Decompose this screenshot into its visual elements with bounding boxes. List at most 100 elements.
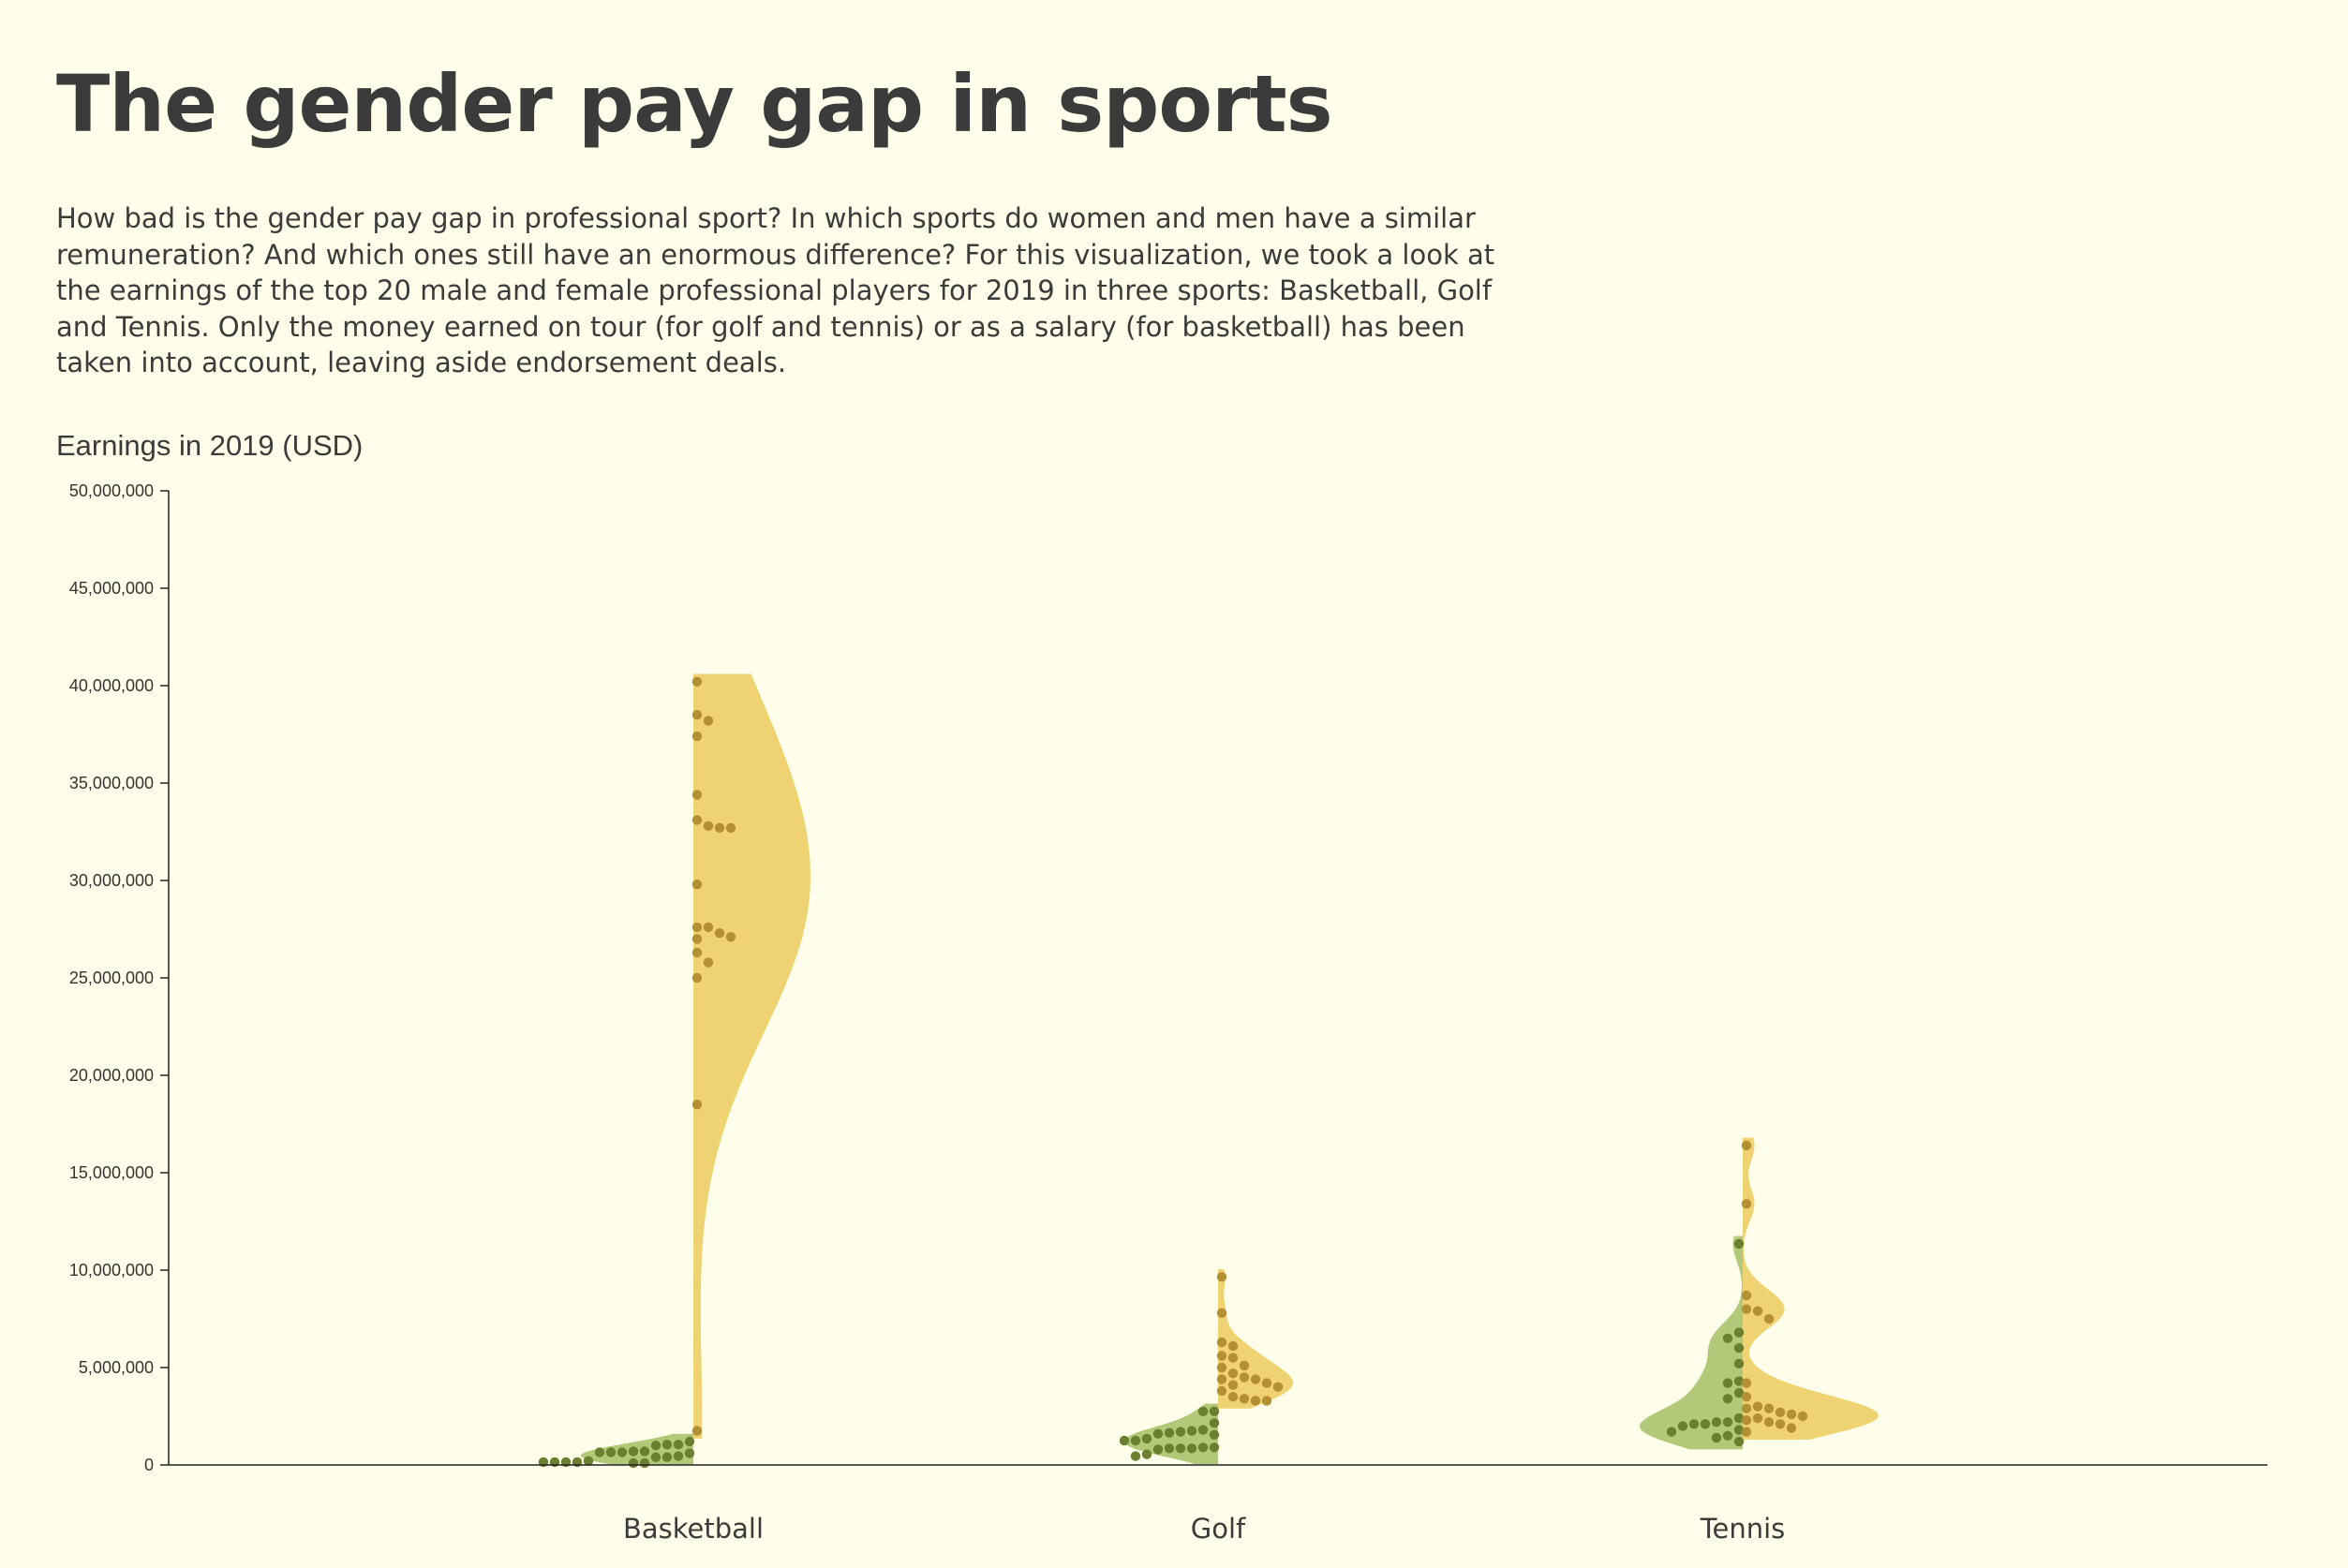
data-point-basketball-left [684, 1448, 695, 1458]
data-point-golf-left [1130, 1435, 1141, 1446]
data-point-tennis-left [1688, 1419, 1700, 1429]
data-point-tennis-right [1741, 1403, 1752, 1413]
data-point-basketball-right [703, 922, 714, 933]
data-point-golf-right [1227, 1368, 1239, 1379]
data-point-tennis-right [1775, 1407, 1786, 1418]
data-point-tennis-right [1763, 1403, 1775, 1413]
data-point-golf-left [1152, 1428, 1164, 1439]
data-point-basketball-right [691, 972, 703, 984]
data-point-basketball-left [673, 1451, 684, 1461]
data-point-basketball-right [691, 731, 703, 742]
data-point-golf-left [1197, 1406, 1209, 1417]
data-point-tennis-right [1741, 1378, 1752, 1388]
data-point-tennis-right [1763, 1313, 1775, 1324]
data-point-tennis-left [1733, 1413, 1745, 1424]
data-point-golf-right [1261, 1396, 1272, 1406]
data-point-tennis-right [1786, 1423, 1797, 1433]
data-point-golf-right [1227, 1340, 1239, 1352]
y-tick-label: 50,000,000 [69, 481, 154, 500]
data-point-basketball-left [661, 1440, 673, 1450]
data-point-tennis-right [1752, 1306, 1763, 1316]
data-point-tennis-right [1752, 1401, 1763, 1412]
data-point-tennis-right [1741, 1427, 1752, 1437]
data-point-tennis-right [1741, 1392, 1752, 1402]
data-point-golf-right [1239, 1360, 1250, 1371]
data-point-golf-right [1227, 1380, 1239, 1390]
y-tick-label: 0 [144, 1456, 154, 1474]
data-point-golf-left [1186, 1426, 1197, 1436]
data-point-basketball-right [691, 815, 703, 825]
data-point-golf-right [1239, 1372, 1250, 1383]
y-tick-label: 10,000,000 [69, 1261, 154, 1280]
data-point-basketball-left [684, 1436, 695, 1447]
data-point-golf-right [1261, 1378, 1272, 1388]
data-point-basketball-right [691, 934, 703, 944]
data-point-basketball-right [703, 821, 714, 831]
data-point-tennis-left [1733, 1238, 1745, 1250]
data-point-golf-right [1239, 1394, 1250, 1404]
data-point-tennis-right [1741, 1304, 1752, 1314]
y-tick-label: 5,000,000 [79, 1358, 154, 1377]
data-point-tennis-right [1752, 1413, 1763, 1424]
data-point-tennis-left [1733, 1387, 1745, 1398]
data-point-basketball-right [691, 1100, 703, 1110]
data-point-golf-right [1216, 1385, 1227, 1397]
data-point-golf-right [1250, 1374, 1261, 1384]
data-point-golf-left [1197, 1442, 1209, 1453]
data-point-basketball-right [691, 922, 703, 933]
data-point-golf-left [1175, 1443, 1186, 1454]
violin-tennis-right [1743, 1137, 1879, 1440]
data-point-golf-left [1175, 1427, 1186, 1437]
data-point-golf-right [1227, 1392, 1239, 1402]
data-point-golf-right [1216, 1374, 1227, 1384]
data-point-golf-right [1272, 1382, 1284, 1393]
data-point-golf-left [1197, 1425, 1209, 1435]
data-point-golf-left [1164, 1427, 1175, 1438]
data-point-basketball-right [714, 822, 725, 833]
data-point-tennis-right [1741, 1415, 1752, 1426]
data-point-tennis-right [1763, 1417, 1775, 1427]
data-point-basketball-left [628, 1446, 639, 1457]
data-point-golf-left [1152, 1444, 1164, 1455]
data-point-tennis-left [1733, 1425, 1745, 1435]
y-tick-label: 25,000,000 [69, 969, 154, 987]
y-tick-label: 20,000,000 [69, 1066, 154, 1085]
data-point-basketball-left [661, 1452, 673, 1462]
page-title: The gender pay gap in sports [56, 58, 1333, 150]
data-point-tennis-left [1711, 1417, 1722, 1427]
data-point-tennis-left [1722, 1430, 1733, 1442]
violin-tennis-left [1640, 1235, 1743, 1450]
data-point-basketball-left [650, 1452, 661, 1462]
data-point-golf-left [1209, 1406, 1220, 1417]
data-point-tennis-right [1741, 1140, 1752, 1151]
data-point-golf-right [1216, 1308, 1227, 1319]
data-point-golf-right [1216, 1351, 1227, 1361]
data-point-basketball-right [714, 928, 725, 939]
data-point-basketball-right [691, 710, 703, 720]
data-point-tennis-right [1741, 1199, 1752, 1209]
data-point-golf-left [1119, 1435, 1130, 1446]
data-point-tennis-right [1775, 1419, 1786, 1429]
data-points [538, 676, 1808, 1469]
data-point-basketball-left [673, 1440, 684, 1450]
y-tick-label: 15,000,000 [69, 1163, 154, 1182]
data-point-golf-left [1141, 1433, 1152, 1444]
data-point-golf-left [1141, 1449, 1152, 1459]
data-point-golf-left [1209, 1418, 1220, 1428]
data-point-basketball-left [617, 1447, 628, 1457]
data-point-basketball-left [650, 1441, 661, 1451]
data-point-tennis-right [1741, 1290, 1752, 1301]
data-point-basketball-left [583, 1456, 594, 1467]
data-point-golf-right [1216, 1337, 1227, 1348]
y-tick-label: 30,000,000 [69, 871, 154, 890]
data-point-basketball-right [725, 932, 736, 942]
data-point-tennis-left [1733, 1436, 1745, 1447]
x-category-label: Tennis [1700, 1513, 1786, 1545]
data-point-tennis-left [1722, 1417, 1733, 1427]
data-point-basketball-left [628, 1457, 639, 1469]
data-point-basketball-right [703, 716, 714, 726]
data-point-golf-left [1209, 1442, 1220, 1453]
data-point-basketball-right [691, 1426, 703, 1436]
x-category-label: Golf [1191, 1513, 1246, 1545]
